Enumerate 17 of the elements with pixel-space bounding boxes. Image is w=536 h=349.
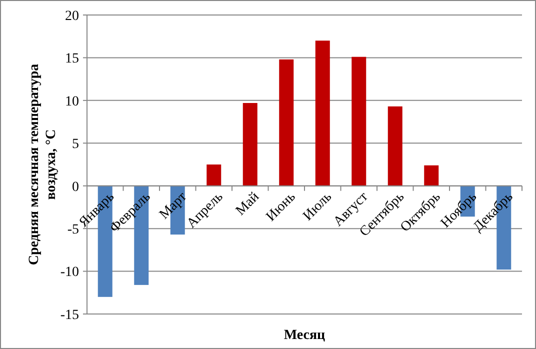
y-tick-label: -10 [60,265,79,280]
y-axis-title: Средняя месячная температура воздуха, °С [27,64,59,266]
y-tick-label: -5 [67,222,79,238]
y-tick-label: 0 [72,180,79,195]
y-tick-label: 20 [65,8,79,24]
bar [352,56,366,186]
bar [315,40,330,186]
y-tick-label: 10 [65,94,79,110]
y-tick-label: -15 [60,308,79,323]
y-tick-label: 5 [72,137,79,152]
bar [388,106,402,186]
y-tick-label: 15 [65,52,79,67]
bar [424,165,439,186]
x-axis-title: Месяц [284,328,326,343]
bar [242,102,258,186]
bar [279,59,294,186]
bar [206,164,222,186]
